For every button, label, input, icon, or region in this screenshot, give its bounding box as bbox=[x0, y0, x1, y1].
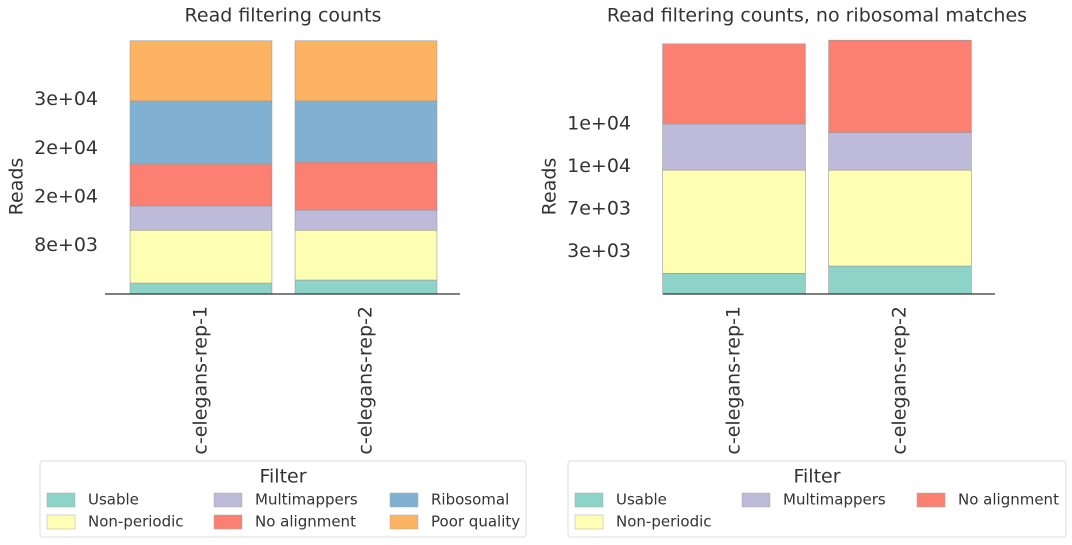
legend-swatch bbox=[389, 492, 419, 508]
bar-segment bbox=[662, 169, 806, 274]
y-tick-label: 1e+04 bbox=[567, 113, 631, 135]
legend-title: Filter bbox=[793, 466, 840, 488]
legend-label: No alignment bbox=[255, 513, 356, 531]
bar-segment bbox=[129, 163, 273, 207]
y-tick-label: 8e+03 bbox=[34, 234, 98, 256]
legend-swatch bbox=[916, 492, 946, 508]
legend-label: Multimappers bbox=[255, 491, 358, 509]
bar-segment bbox=[294, 279, 438, 295]
legend-label: Usable bbox=[616, 491, 667, 509]
bar-segment bbox=[129, 100, 273, 165]
chart-title: Read filtering counts, no ribosomal matc… bbox=[607, 5, 1027, 27]
legend-swatch bbox=[46, 514, 76, 530]
y-tick-label: 3e+04 bbox=[34, 88, 98, 110]
y-tick-label: 1e+04 bbox=[567, 155, 631, 177]
chart-title: Read filtering counts bbox=[185, 5, 382, 27]
y-tick-label: 3e+03 bbox=[567, 240, 631, 262]
y-tick-label: 7e+03 bbox=[567, 198, 631, 220]
legend-box bbox=[567, 460, 1067, 538]
bar-segment bbox=[129, 282, 273, 295]
legend-swatch bbox=[213, 514, 243, 530]
plot: Read filtering counts, no ribosomal matc… bbox=[539, 5, 1028, 455]
bar-segment bbox=[294, 229, 438, 281]
bar-segment bbox=[662, 43, 806, 125]
bar-segment bbox=[828, 39, 972, 133]
bar-segment bbox=[662, 273, 806, 295]
bar-segment bbox=[129, 205, 273, 231]
bar-segment bbox=[294, 209, 438, 231]
bar-segment bbox=[129, 229, 273, 284]
bar-segment bbox=[294, 100, 438, 163]
bar-segment bbox=[828, 169, 972, 267]
legend-label: No alignment bbox=[958, 491, 1059, 509]
legend-label: Poor quality bbox=[431, 513, 520, 531]
x-tick-label: c-elegans-rep-2 bbox=[355, 306, 377, 455]
y-axis-label: Reads bbox=[6, 158, 28, 216]
legend-label: Usable bbox=[88, 491, 139, 509]
bar-segment bbox=[294, 161, 438, 211]
legend-swatch bbox=[741, 492, 771, 508]
bar-segment bbox=[129, 40, 273, 102]
bar-segment bbox=[828, 265, 972, 295]
legend-swatch bbox=[574, 514, 604, 530]
y-tick-label: 2e+04 bbox=[34, 185, 98, 207]
legend-label: Non-periodic bbox=[88, 513, 184, 531]
bar-segment bbox=[662, 123, 806, 171]
bar-segment bbox=[294, 40, 438, 102]
x-tick-label: c-elegans-rep-2 bbox=[889, 306, 911, 455]
y-tick-label: 2e+04 bbox=[34, 137, 98, 159]
legend: Filter Usable Non-periodic Multimappers No a… bbox=[567, 460, 1067, 538]
legend: Filter Usable Non-periodic Multimappers No a… bbox=[39, 460, 527, 538]
plot: Read filtering counts Reads 8e+03 2e+04 2e+0… bbox=[6, 5, 460, 455]
legend-label: Ribosomal bbox=[431, 491, 509, 509]
legend-label: Non-periodic bbox=[616, 513, 712, 531]
bar-segment bbox=[828, 132, 972, 171]
y-axis-label: Reads bbox=[539, 158, 561, 216]
legend-swatch bbox=[574, 492, 604, 508]
x-tick-label: c-elegans-rep-1 bbox=[190, 306, 212, 455]
legend-title: Filter bbox=[259, 466, 306, 488]
legend-label: Multimappers bbox=[783, 491, 886, 509]
x-tick-label: c-elegans-rep-1 bbox=[723, 306, 745, 455]
legend-swatch bbox=[213, 492, 243, 508]
legend-swatch bbox=[46, 492, 76, 508]
legend-swatch bbox=[389, 514, 419, 530]
